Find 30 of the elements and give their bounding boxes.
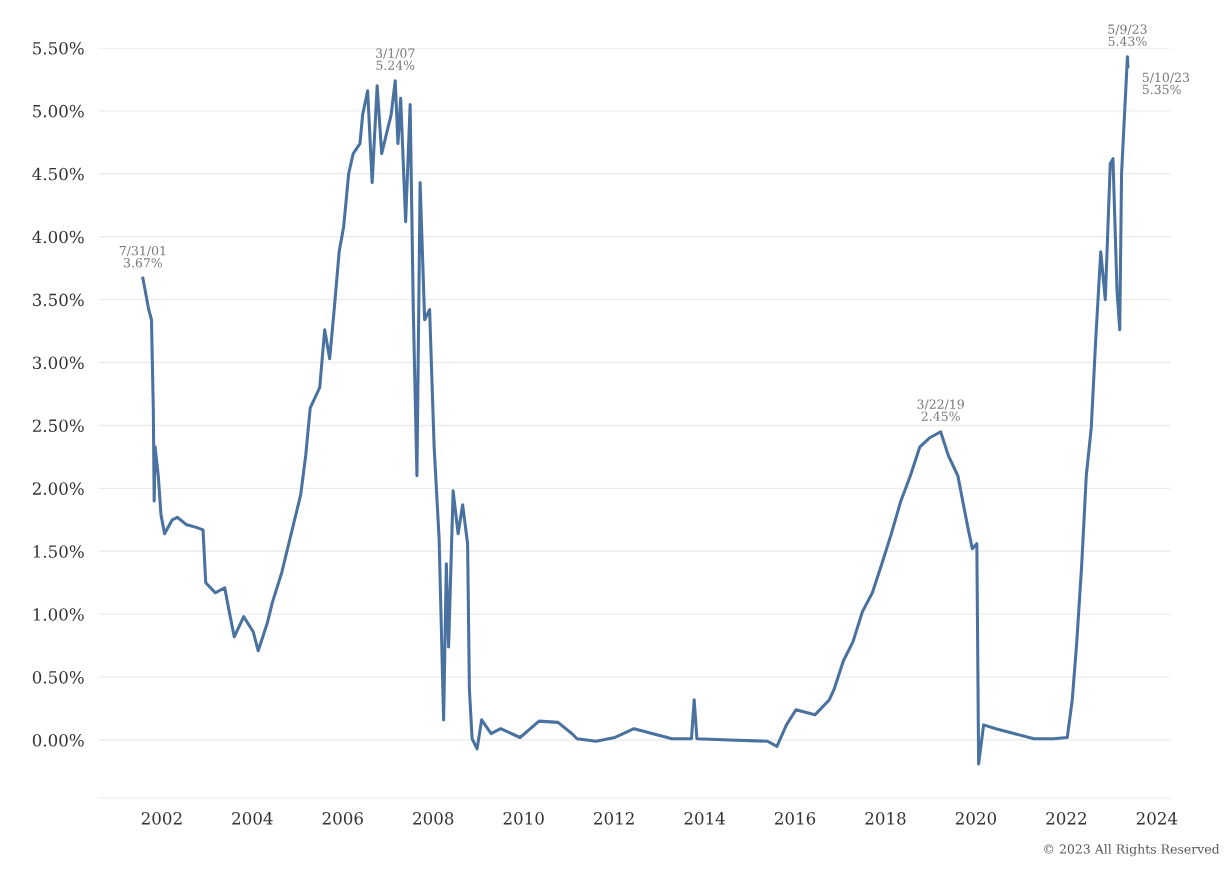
y-tick-label: 1.50% <box>33 545 84 558</box>
x-tick-label: 2016 <box>774 812 816 825</box>
y-tick-label: 4.50% <box>32 167 84 181</box>
y-tick-label: 5.50% <box>33 41 84 55</box>
annotation: 5/9/23 5.43% <box>1108 24 1147 47</box>
text: © 2023 All Rights Reserved <box>1044 844 1220 857</box>
y-tick-label: 2.50% <box>32 419 84 433</box>
x-tick-label: 2002 <box>141 812 182 825</box>
y-tick-label: 3.00% <box>33 356 84 370</box>
annotation: 5/10/23 5.35% <box>1142 72 1190 95</box>
y-tick-label: 3.50% <box>33 293 84 307</box>
x-tick-label: 2014 <box>684 812 725 825</box>
annotation: 3/22/19 2.45% <box>917 399 964 421</box>
x-tick-label: 2022 <box>1046 812 1086 825</box>
x-tick-label: 2018 <box>865 812 906 825</box>
annotation: 7/31/01 3.67% <box>119 245 166 268</box>
y-tick-label: 1.00% <box>33 608 84 621</box>
y-tick-label: 0.00% <box>32 733 84 747</box>
x-tick-label: 2006 <box>322 812 363 825</box>
y-tick-label: 5.00% <box>33 104 84 118</box>
y-tick-label: 0.50% <box>32 671 84 684</box>
x-tick-label: 2010 <box>503 812 544 825</box>
x-tick-label: 2024 <box>1136 812 1178 825</box>
annotation: 3/1/07 5.24% <box>376 48 415 70</box>
y-tick-label: 2.00% <box>32 482 84 495</box>
y-tick-label: 4.00% <box>32 230 84 244</box>
x-tick-label: 2020 <box>955 812 997 825</box>
x-tick-label: 2012 <box>594 812 634 825</box>
x-tick-label: 2004 <box>232 812 273 825</box>
x-tick-label: 2008 <box>413 812 454 825</box>
